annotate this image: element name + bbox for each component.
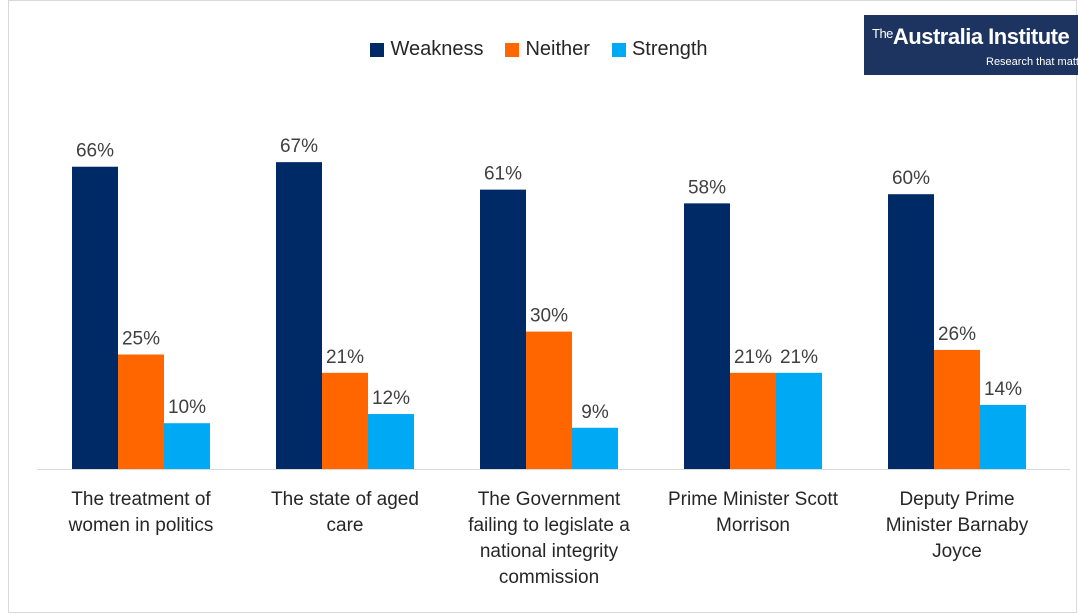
bar-neither-3: [526, 331, 572, 469]
bar-weakness-4: [684, 203, 730, 470]
category-label-line: failing to legislate a: [468, 515, 630, 536]
category-label-line: Joyce: [932, 541, 982, 562]
legend-item-strength: Strength: [611, 38, 708, 61]
category-label-3: The Government failing to legislate a nati…: [468, 489, 630, 588]
legend-item-neither: Neither: [505, 38, 590, 61]
australia-institute-logo: TheAustralia Institute Research that mat…: [864, 15, 1078, 75]
category-label-line: Prime Minister Scott: [668, 489, 839, 510]
category-label-5: Deputy Prime Minister Barnaby Joyce: [886, 489, 1029, 562]
bar-weakness-3: [480, 189, 526, 469]
legend-swatch-strength: [611, 42, 626, 57]
legend-swatch-weakness: [370, 42, 385, 57]
bar-neither-4: [730, 372, 776, 469]
logo-tagline: Research that matte: [986, 56, 1078, 68]
category-label-line: Morrison: [716, 515, 790, 536]
category-label-line: The Government: [478, 489, 621, 510]
data-label-strength-5: 14%: [984, 379, 1022, 400]
bar-weakness-2: [276, 162, 322, 469]
bar-neither-5: [934, 349, 980, 469]
category-label-4: Prime Minister Scott Morrison: [668, 489, 839, 536]
bar-neither-1: [118, 354, 164, 469]
category-label-line: The state of aged: [271, 489, 419, 510]
data-label-weakness-2: 67%: [280, 136, 318, 157]
bar-strength-3: [572, 427, 618, 469]
bar-strength-2: [368, 414, 414, 469]
data-label-neither-4: 21%: [734, 347, 772, 368]
legend-label-weakness: Weakness: [390, 38, 484, 60]
category-label-line: care: [327, 515, 364, 536]
legend-swatch-neither: [505, 42, 520, 57]
legend-label-strength: Strength: [631, 38, 708, 60]
data-label-neither-2: 21%: [326, 347, 364, 368]
logo-title: TheAustralia Institute: [872, 24, 1070, 50]
logo-name: Australia Institute: [892, 24, 1070, 49]
category-label-line: Minister Barnaby: [886, 515, 1029, 536]
legend-label-neither: Neither: [525, 38, 590, 60]
data-label-neither-1: 25%: [122, 329, 160, 350]
bar-strength-4: [776, 372, 822, 469]
legend: Weakness Neither Strength: [0, 38, 1078, 61]
logo-prefix: The: [872, 26, 893, 41]
category-label-line: national integrity: [480, 541, 619, 562]
data-label-weakness-3: 61%: [484, 164, 522, 185]
data-label-weakness-5: 60%: [892, 168, 930, 189]
bar-weakness-5: [888, 194, 934, 469]
bar-weakness-1: [72, 166, 118, 469]
bar-neither-2: [322, 372, 368, 469]
data-label-strength-1: 10%: [168, 397, 206, 418]
data-label-neither-5: 26%: [938, 324, 976, 345]
data-label-neither-3: 30%: [530, 306, 568, 327]
bar-strength-5: [980, 404, 1026, 469]
category-label-line: The treatment of: [71, 489, 211, 510]
data-label-strength-4: 21%: [780, 347, 818, 368]
bar-strength-1: [164, 423, 210, 469]
data-label-strength-2: 12%: [372, 388, 410, 409]
data-label-weakness-4: 58%: [688, 177, 726, 198]
category-label-line: Deputy Prime: [899, 489, 1014, 510]
data-label-strength-3: 9%: [581, 402, 609, 423]
category-label-line: commission: [499, 567, 599, 588]
category-label-line: women in politics: [68, 515, 214, 536]
legend-item-weakness: Weakness: [370, 38, 483, 61]
category-label-1: The treatment of women in politics: [68, 489, 214, 536]
data-label-weakness-1: 66%: [76, 141, 114, 162]
category-label-2: The state of aged care: [271, 489, 419, 536]
